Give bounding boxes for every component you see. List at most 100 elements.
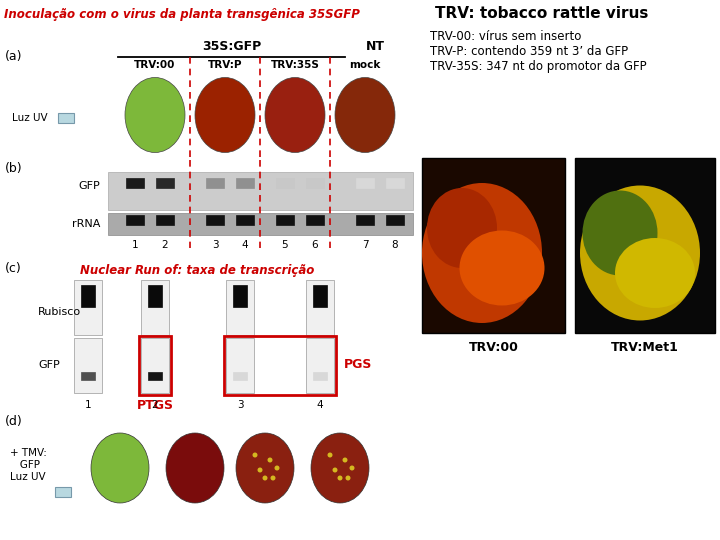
Text: PTGS: PTGS [137,399,174,412]
Ellipse shape [615,238,695,308]
Bar [386,178,404,188]
Bar [422,158,565,333]
Text: 8: 8 [392,240,398,250]
Bar [236,178,254,188]
Ellipse shape [271,476,276,481]
Text: Rubisco: Rubisco [38,307,81,317]
Text: 3: 3 [237,400,243,410]
Bar [575,158,715,333]
Ellipse shape [274,465,279,470]
Text: rRNA: rRNA [71,219,100,229]
Text: PGS: PGS [344,359,372,372]
Bar [306,215,324,225]
Bar [156,178,174,188]
Text: TRV:00: TRV:00 [469,341,518,354]
Text: TRV-35S: 347 nt do promotor da GFP: TRV-35S: 347 nt do promotor da GFP [430,60,647,73]
Ellipse shape [333,468,338,472]
Bar [141,338,169,393]
Ellipse shape [343,457,348,462]
Ellipse shape [335,78,395,152]
Bar [236,215,254,225]
Bar [233,372,247,380]
Ellipse shape [328,453,333,457]
Ellipse shape [125,78,185,152]
Bar [276,178,294,188]
Text: TRV:35S: TRV:35S [271,60,320,70]
Text: TRV-P: contendo 359 nt 3’ da GFP: TRV-P: contendo 359 nt 3’ da GFP [430,45,628,58]
Text: 5: 5 [282,240,288,250]
Bar [126,215,144,225]
Bar [306,338,334,393]
Text: 2: 2 [162,240,168,250]
Text: TRV:00: TRV:00 [135,60,176,70]
Bar [58,113,74,123]
Bar [81,285,95,307]
Text: 6: 6 [312,240,318,250]
Ellipse shape [427,188,497,268]
Bar [356,215,374,225]
Bar [306,178,324,188]
Ellipse shape [311,433,369,503]
Text: TRV:P: TRV:P [208,60,242,70]
Ellipse shape [268,457,272,462]
Text: GFP: GFP [38,360,60,370]
Bar [313,372,327,380]
Text: 1: 1 [132,240,138,250]
Ellipse shape [265,78,325,152]
Bar [141,280,169,335]
Ellipse shape [263,476,268,481]
Text: 4: 4 [317,400,323,410]
Text: (d): (d) [5,415,23,428]
Ellipse shape [195,78,255,152]
Ellipse shape [253,453,258,457]
Bar [74,280,102,335]
Text: mock: mock [349,60,381,70]
Bar [386,215,404,225]
Text: (a): (a) [5,50,22,63]
Text: + TMV:
   GFP
Luz UV: + TMV: GFP Luz UV [10,448,47,482]
Ellipse shape [236,433,294,503]
Bar [55,487,71,497]
Text: 2: 2 [152,400,158,410]
Text: 3: 3 [212,240,218,250]
Ellipse shape [422,183,542,323]
Text: TRV-00: vírus sem inserto: TRV-00: vírus sem inserto [430,30,581,43]
Ellipse shape [582,191,657,275]
Bar [148,372,162,380]
Text: TRV: tobacco rattle virus: TRV: tobacco rattle virus [435,6,649,21]
Ellipse shape [91,433,149,503]
Bar [356,178,374,188]
Text: TRV:Met1: TRV:Met1 [611,341,679,354]
Text: NT: NT [366,40,384,53]
Bar [74,338,102,393]
Bar [206,215,224,225]
Bar [81,372,95,380]
Bar [206,178,224,188]
Text: 1: 1 [85,400,91,410]
Bar [108,213,413,235]
Ellipse shape [346,476,351,481]
Text: (c): (c) [5,262,22,275]
Text: 7: 7 [361,240,369,250]
Bar [139,336,171,395]
Bar [276,215,294,225]
Text: (b): (b) [5,162,22,175]
Text: Inoculação com o virus da planta transgênica 35SGFP: Inoculação com o virus da planta transgê… [4,8,360,21]
Bar [226,338,254,393]
Ellipse shape [338,476,343,481]
Text: GFP: GFP [78,181,100,191]
Text: 4: 4 [242,240,248,250]
Text: Luz UV: Luz UV [12,113,48,123]
Ellipse shape [459,231,544,306]
Bar [156,215,174,225]
Bar [224,336,336,395]
Ellipse shape [258,468,263,472]
Ellipse shape [166,433,224,503]
Bar [148,285,162,307]
Bar [306,280,334,335]
Bar [226,280,254,335]
Text: Nuclear Run of: taxa de transcrição: Nuclear Run of: taxa de transcrição [80,264,315,277]
Bar [313,285,327,307]
Bar [233,285,247,307]
Text: 35S:GFP: 35S:GFP [202,40,261,53]
